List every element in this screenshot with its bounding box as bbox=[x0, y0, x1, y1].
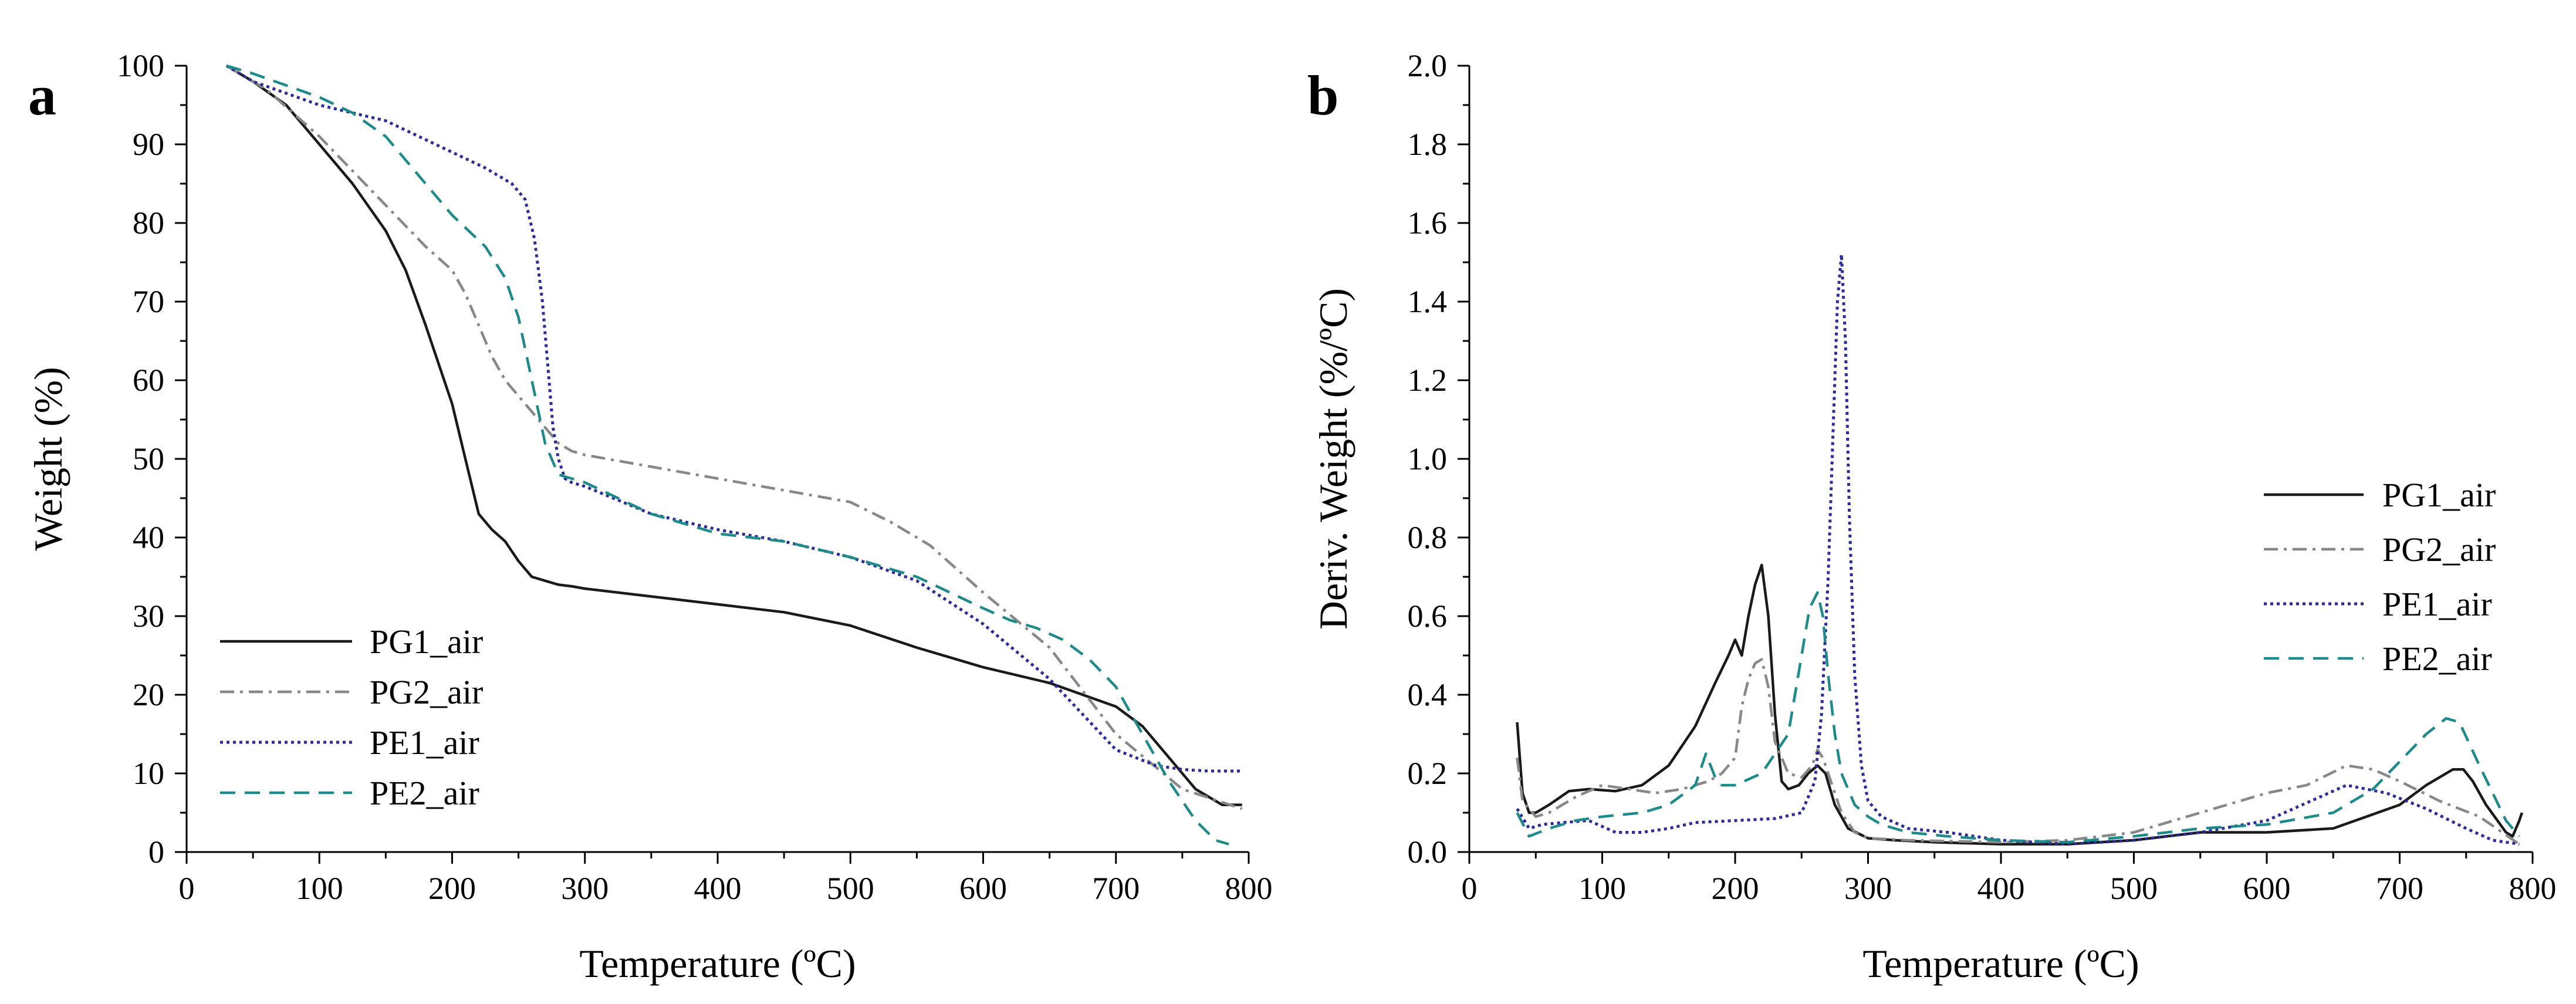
panel-b-x-tick-label: 400 bbox=[1977, 871, 2025, 906]
panel-b-x-tick-label: 800 bbox=[2509, 871, 2557, 906]
panel-a-y-axis-title: Weight (%) bbox=[26, 367, 70, 551]
panel-a-chart: a 0 100 200 300 400 500 600 700 800 0 10 20 30 40 50 60 7… bbox=[26, 48, 1273, 986]
panel-b-legend-label: PE2_air bbox=[2382, 640, 2492, 678]
panel-b-chart: b 0 100 200 300 400 500 600 700 800 0.0 0.2 0.4 0.6 0.… bbox=[1307, 48, 2557, 986]
panel-a-y-tick-label: 100 bbox=[117, 48, 164, 83]
panel-a-y-tick-label: 80 bbox=[133, 205, 164, 241]
panel-b-x-tick-label: 100 bbox=[1578, 871, 1626, 906]
panel-b-y-tick-label: 0.8 bbox=[1408, 520, 1448, 555]
panel-b-legend-label: PG2_air bbox=[2382, 530, 2496, 569]
panel-b-x-tick-label: 600 bbox=[2243, 871, 2291, 906]
panel-a-series-pg1-air bbox=[225, 65, 1242, 806]
panel-b-legend-label: PE1_air bbox=[2382, 585, 2492, 623]
panel-a-x-tick-label: 300 bbox=[561, 871, 608, 906]
panel-b-legend-label: PG1_air bbox=[2382, 476, 2496, 514]
panel-b-label: b bbox=[1307, 64, 1338, 127]
panel-a-y-tick-label: 0 bbox=[148, 834, 164, 870]
panel-b-y-tick-label: 0.0 bbox=[1408, 834, 1448, 870]
panel-b-series-pg2-air bbox=[1516, 658, 2520, 846]
panel-a-y-tick-label: 90 bbox=[133, 127, 164, 162]
panel-b-y-tick-label: 2.0 bbox=[1408, 48, 1448, 83]
panel-b-y-tick-label: 0.6 bbox=[1408, 599, 1448, 634]
panel-a-y-tick-label: 50 bbox=[133, 441, 164, 476]
panel-a-legend-label: PG2_air bbox=[370, 673, 483, 711]
panel-a-x-tick-label: 0 bbox=[179, 871, 195, 906]
panel-a-x-axis-title: Temperature (ºC) bbox=[579, 941, 856, 986]
panel-a-y-tick-label: 30 bbox=[133, 599, 164, 634]
panel-a-x-tick-label: 400 bbox=[694, 871, 742, 906]
panel-b-y-axis-title: Deriv. Weight (%/ºC) bbox=[1311, 288, 1355, 630]
panel-b-series-pg1-air bbox=[1516, 563, 2524, 846]
panel-b-x-tick-label: 0 bbox=[1462, 871, 1478, 906]
panel-a-series-pg2-air bbox=[225, 65, 1243, 810]
panel-b-x-tick-label: 700 bbox=[2376, 871, 2423, 906]
panel-b-y-tick-label: 1.0 bbox=[1408, 441, 1448, 476]
panel-b-y-tick-label: 1.4 bbox=[1408, 284, 1448, 319]
panel-a-y-tick-label: 20 bbox=[133, 677, 164, 712]
panel-a-x-tick-label: 600 bbox=[959, 871, 1007, 906]
panel-b-y-tick-label: 1.6 bbox=[1408, 205, 1448, 241]
panel-b-y-tick-label: 1.8 bbox=[1408, 127, 1448, 162]
panel-b-y-tick-label: 0.2 bbox=[1408, 756, 1448, 791]
panel-a-legend-label: PG1_air bbox=[370, 623, 483, 661]
panel-b-y-tick-label: 1.2 bbox=[1408, 363, 1448, 398]
panel-b-x-tick-label: 300 bbox=[1844, 871, 1892, 906]
panel-b-y-tick-label: 0.4 bbox=[1408, 677, 1448, 712]
panel-a-y-tick-label: 70 bbox=[133, 284, 164, 319]
panel-b-x-tick-label: 200 bbox=[1712, 871, 1759, 906]
panel-a-x-tick-label: 500 bbox=[827, 871, 874, 906]
panel-a-label: a bbox=[28, 64, 56, 127]
panel-a-series-pe2-air bbox=[226, 64, 1229, 846]
panel-a-legend-label: PE2_air bbox=[370, 774, 479, 812]
panel-a-y-tick-label: 60 bbox=[133, 363, 164, 398]
panel-a-x-tick-label: 800 bbox=[1225, 871, 1273, 906]
panel-a-x-tick-label: 700 bbox=[1092, 871, 1140, 906]
panel-a-y-tick-label: 40 bbox=[133, 520, 164, 555]
panel-a-x-tick-label: 200 bbox=[428, 871, 476, 906]
panel-b-series-pe2-air bbox=[1516, 591, 2521, 844]
panel-b-x-axis-title: Temperature (ºC) bbox=[1862, 941, 2139, 986]
panel-a-legend-label: PE1_air bbox=[370, 724, 479, 762]
panel-b-x-tick-label: 500 bbox=[2110, 871, 2158, 906]
panel-a-x-tick-label: 100 bbox=[296, 871, 343, 906]
panel-a-y-tick-label: 10 bbox=[133, 756, 164, 791]
panel-b-series-pe1-air bbox=[1516, 253, 2520, 846]
panel-a-series-pe1-air bbox=[225, 64, 1242, 773]
